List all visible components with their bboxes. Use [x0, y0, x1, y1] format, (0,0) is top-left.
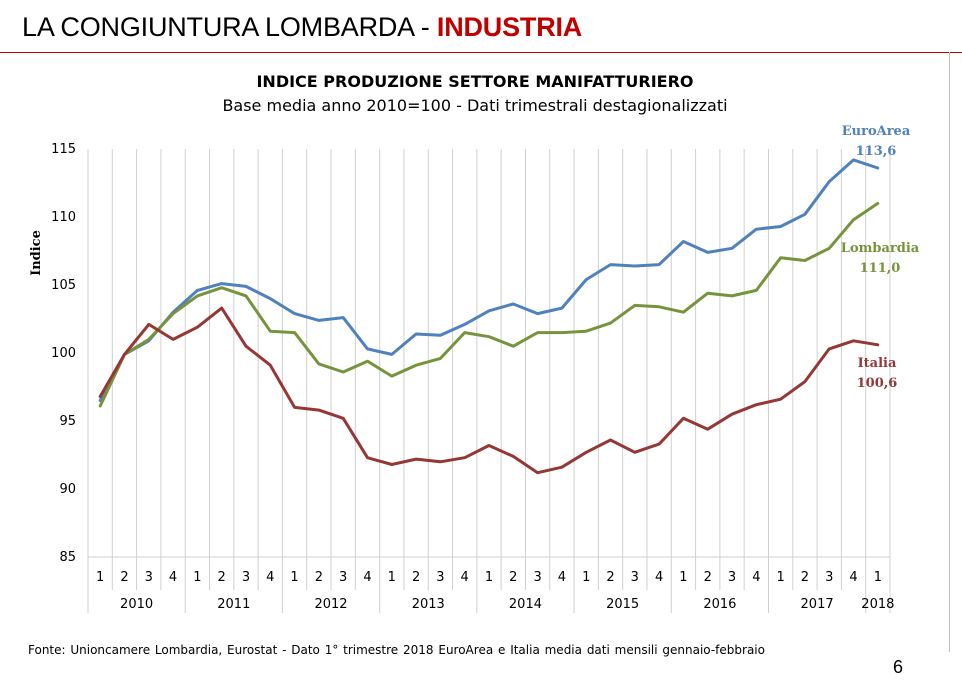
y-tick-label: 110	[51, 210, 76, 225]
quarter-tick-label: 4	[169, 570, 177, 585]
year-tick-label: 2016	[703, 597, 736, 612]
series-label-euroarea: EuroArea	[842, 124, 911, 139]
quarter-tick-label: 2	[704, 570, 712, 585]
quarter-tick-label: 3	[145, 570, 153, 585]
quarter-tick-label: 1	[776, 570, 784, 585]
chart-title: INDICE PRODUZIONE SETTORE MANIFATTURIERO	[256, 72, 694, 91]
quarter-tick-label: 2	[120, 570, 128, 585]
quarter-tick-label: 4	[266, 570, 274, 585]
series-end-value-italia: 100,6	[857, 376, 898, 391]
quarter-tick-label: 3	[631, 570, 639, 585]
year-tick-label: 2014	[509, 597, 542, 612]
quarter-tick-label: 4	[558, 570, 566, 585]
year-tick-label: 2011	[217, 597, 250, 612]
quarter-tick-label: 3	[533, 570, 541, 585]
year-tick-label: 2017	[801, 597, 834, 612]
quarter-tick-label: 1	[193, 570, 201, 585]
quarter-tick-label: 3	[728, 570, 736, 585]
quarter-tick-label: 4	[461, 570, 469, 585]
chart-subtitle: Base media anno 2010=100 - Dati trimestr…	[222, 96, 728, 115]
quarter-tick-label: 1	[582, 570, 590, 585]
slide-title: LA CONGIUNTURA LOMBARDA - INDUSTRIA	[22, 12, 582, 43]
quarter-tick-label: 4	[752, 570, 760, 585]
series-end-value-euroarea: 113,6	[856, 144, 897, 159]
quarter-tick-label: 1	[874, 570, 882, 585]
quarter-tick-label: 2	[315, 570, 323, 585]
quarter-tick-label: 3	[436, 570, 444, 585]
quarter-tick-label: 1	[679, 570, 687, 585]
year-tick-label: 2013	[412, 597, 445, 612]
series-line-italia	[98, 306, 880, 475]
y-tick-label: 100	[51, 346, 76, 361]
quarter-tick-label: 2	[801, 570, 809, 585]
y-tick-label: 90	[59, 482, 76, 497]
quarter-tick-label: 4	[655, 570, 663, 585]
series-line-lombardia	[98, 201, 880, 408]
title-divider	[0, 52, 962, 53]
slide-title-prefix: LA CONGIUNTURA LOMBARDA -	[22, 12, 437, 42]
quarter-tick-label: 1	[96, 570, 104, 585]
y-tick-label: 105	[51, 278, 76, 293]
quarter-tick-label: 3	[339, 570, 347, 585]
quarter-tick-label: 2	[218, 570, 226, 585]
series-end-value-lombardia: 111,0	[860, 261, 901, 276]
y-tick-label: 85	[59, 550, 76, 565]
year-tick-label: 2015	[606, 597, 639, 612]
series-label-lombardia: Lombardia	[841, 241, 920, 256]
y-tick-label: 95	[59, 414, 76, 429]
series-label-italia: Italia	[858, 356, 897, 371]
year-tick-label: 2018	[861, 597, 894, 612]
year-tick-label: 2012	[314, 597, 347, 612]
side-divider	[949, 52, 950, 652]
quarter-tick-label: 3	[825, 570, 833, 585]
series-line-euroarea	[98, 158, 880, 403]
quarter-tick-label: 1	[388, 570, 396, 585]
quarter-tick-label: 2	[509, 570, 517, 585]
quarter-tick-label: 1	[485, 570, 493, 585]
quarter-tick-label: 3	[242, 570, 250, 585]
source-footnote: Fonte: Unioncamere Lombardia, Eurostat -…	[28, 643, 765, 657]
slide-title-highlight: INDUSTRIA	[436, 12, 583, 42]
quarter-tick-label: 4	[849, 570, 857, 585]
year-tick-label: 2010	[120, 597, 153, 612]
quarter-tick-label: 2	[412, 570, 420, 585]
y-tick-label: 115	[51, 142, 76, 157]
y-axis-title: Indice	[29, 230, 44, 276]
quarter-tick-label: 2	[606, 570, 614, 585]
quarter-tick-label: 1	[290, 570, 298, 585]
quarter-tick-label: 4	[363, 570, 371, 585]
page-number: 6	[893, 657, 904, 677]
